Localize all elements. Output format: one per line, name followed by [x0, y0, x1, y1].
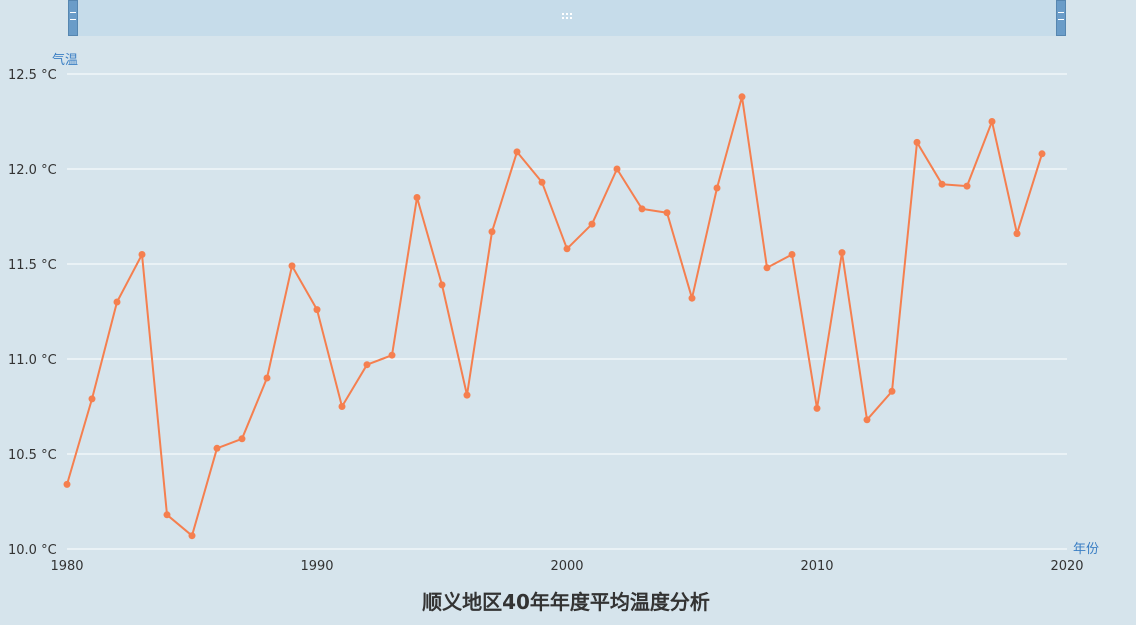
data-point[interactable]	[663, 209, 671, 217]
data-point[interactable]	[738, 93, 746, 101]
data-point[interactable]	[288, 262, 296, 270]
data-point[interactable]	[1038, 150, 1046, 158]
data-point[interactable]	[563, 245, 571, 253]
data-point[interactable]	[913, 138, 921, 146]
x-tick-label: 2020	[1050, 559, 1083, 574]
data-point[interactable]	[113, 298, 121, 306]
data-point[interactable]	[538, 178, 546, 186]
zoom-drag-grip-icon[interactable]	[562, 13, 572, 23]
zoom-handle-left[interactable]	[68, 0, 78, 36]
series-line	[66, 95, 1043, 537]
x-tick-label: 2010	[800, 559, 833, 574]
data-point[interactable]	[238, 435, 246, 443]
data-point[interactable]	[688, 294, 696, 302]
data-point[interactable]	[338, 403, 346, 410]
y-tick-label: 12.0 °C	[8, 163, 57, 178]
data-point[interactable]	[638, 205, 646, 213]
x-tick-label: 2000	[550, 559, 583, 574]
chart-title: 顺义地区40年年度平均温度分析	[422, 590, 710, 614]
data-point[interactable]	[838, 249, 846, 257]
x-axis-title: 年份	[1073, 542, 1099, 557]
data-point[interactable]	[313, 306, 321, 314]
data-point[interactable]	[438, 281, 446, 289]
series-line-layer	[66, 95, 1043, 537]
y-tick-label: 12.5 °C	[8, 68, 57, 83]
data-point[interactable]	[763, 264, 771, 272]
data-zoom-slider[interactable]	[68, 0, 1066, 36]
series-points[interactable]	[63, 93, 1046, 540]
data-point[interactable]	[213, 444, 221, 452]
data-point[interactable]	[888, 387, 896, 395]
data-point[interactable]	[963, 182, 971, 190]
data-point[interactable]	[488, 228, 496, 236]
grid-lines	[67, 73, 1067, 550]
y-tick-label: 10.5 °C	[8, 448, 57, 463]
y-tick-label: 11.0 °C	[8, 353, 57, 368]
data-point[interactable]	[388, 351, 396, 359]
data-point[interactable]	[813, 404, 821, 412]
data-point[interactable]	[163, 511, 171, 519]
grip-icon	[70, 12, 76, 20]
grip-icon	[1058, 12, 1064, 20]
data-point[interactable]	[138, 251, 146, 258]
y-tick-label: 10.0 °C	[8, 543, 57, 558]
data-point[interactable]	[513, 148, 521, 156]
data-point[interactable]	[863, 416, 871, 424]
y-axis-title: 气温	[52, 52, 78, 68]
data-point[interactable]	[713, 184, 721, 192]
data-point[interactable]	[938, 180, 946, 188]
data-point[interactable]	[188, 532, 196, 540]
data-point[interactable]	[1013, 230, 1021, 238]
x-tick-label: 1990	[300, 559, 333, 574]
data-point[interactable]	[88, 395, 96, 403]
data-point[interactable]	[413, 194, 421, 201]
y-tick-label: 11.5 °C	[8, 258, 57, 273]
data-point[interactable]	[788, 251, 796, 258]
data-point[interactable]	[63, 480, 71, 488]
data-point[interactable]	[613, 165, 621, 173]
data-point[interactable]	[988, 118, 996, 125]
y-axis-ticks: 10.0 °C 10.5 °C 11.0 °C 11.5 °C 12.0 °C 12.5 …	[8, 68, 57, 558]
data-point[interactable]	[263, 374, 271, 382]
data-point[interactable]	[463, 391, 471, 399]
x-tick-label: 1980	[50, 559, 83, 574]
x-axis-ticks: 1980 1990 2000 2010 2020	[50, 559, 1083, 574]
zoom-handle-right[interactable]	[1056, 0, 1066, 36]
data-point[interactable]	[588, 220, 596, 228]
data-point[interactable]	[363, 361, 371, 369]
